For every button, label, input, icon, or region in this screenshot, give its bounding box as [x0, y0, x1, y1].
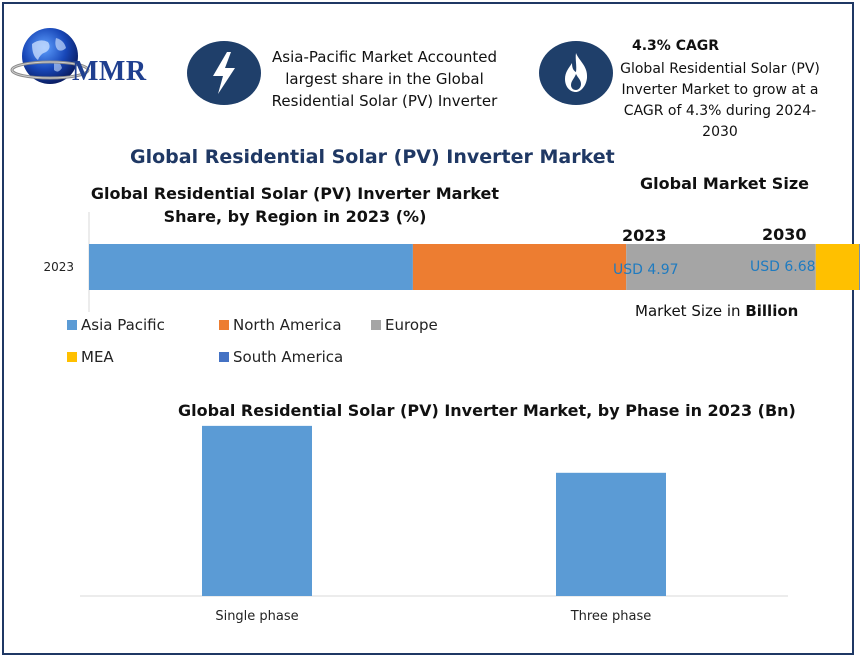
- lightning-icon-badge: [187, 41, 261, 105]
- highlight-line: Residential Solar (PV) Inverter: [271, 92, 498, 110]
- globe-icon: [10, 28, 90, 84]
- market-size-title: Global Market Size: [640, 174, 809, 193]
- cagr-line: 2030: [702, 124, 738, 140]
- phase-chart-title: Global Residential Solar (PV) Inverter M…: [178, 401, 796, 420]
- market-value-2030: USD 6.68: [750, 259, 816, 275]
- region-chart-title: Global Residential Solar (PV) Inverter M…: [90, 182, 500, 228]
- page-frame: [2, 2, 854, 655]
- highlight-asia-pacific: Asia-Pacific Market Accounted largest sh…: [262, 46, 507, 112]
- cagr-line: CAGR of 4.3% during 2024-: [623, 103, 817, 119]
- market-size-note-unit: Billion: [745, 302, 799, 320]
- cagr-title: 4.3% CAGR: [632, 38, 720, 54]
- mmr-logo: MMR: [10, 26, 170, 90]
- main-title: Global Residential Solar (PV) Inverter M…: [130, 146, 615, 168]
- flame-icon-badge: [539, 41, 613, 105]
- flame-icon: [565, 53, 588, 92]
- year-label-2030: 2030: [762, 225, 807, 244]
- highlight-line: largest share in the Global: [285, 70, 484, 88]
- cagr-line: Global Residential Solar (PV): [620, 61, 820, 77]
- cagr-description: Global Residential Solar (PV) Inverter M…: [612, 59, 828, 143]
- year-label-2023: 2023: [622, 226, 667, 245]
- cagr-line: Inverter Market to grow at a: [621, 82, 819, 98]
- market-size-note-prefix: Market Size in: [635, 302, 746, 320]
- logo-text: MMR: [72, 56, 147, 87]
- lightning-icon: [213, 52, 235, 94]
- region-chart-title-line: Share, by Region in 2023 (%): [163, 207, 427, 226]
- highlight-line: Asia-Pacific Market Accounted: [272, 48, 497, 66]
- market-value-2023: USD 4.97: [613, 262, 679, 278]
- region-chart-title-line: Global Residential Solar (PV) Inverter M…: [90, 184, 500, 203]
- market-size-note: Market Size in Billion: [635, 302, 798, 320]
